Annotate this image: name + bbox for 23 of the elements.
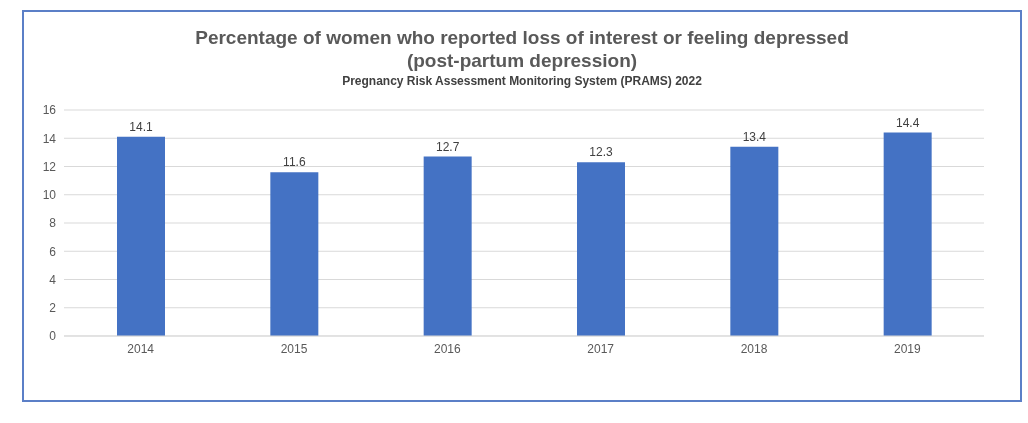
x-tick-label: 2019 (893, 341, 921, 356)
y-tick-label: 14 (42, 131, 57, 146)
data-label: 12.7 (435, 139, 460, 154)
data-label: 14.1 (129, 119, 153, 134)
x-tick-label: 2015 (280, 341, 308, 356)
y-tick-label: 16 (42, 103, 57, 118)
x-tick-label: 2017 (587, 341, 615, 356)
y-tick-label: 6 (49, 244, 57, 259)
x-tick-label: 2018 (740, 341, 768, 356)
y-tick-label: 2 (49, 301, 57, 316)
data-label: 12.3 (589, 145, 613, 160)
y-tick-label: 8 (49, 216, 57, 231)
data-label: 14.4 (895, 115, 920, 130)
y-tick-label: 10 (42, 188, 57, 203)
y-tick-label: 0 (49, 329, 57, 344)
chart-subtitle: Pregnancy Risk Assessment Monitoring System (PRAMS) 2022 (341, 74, 703, 88)
y-tick-label: 4 (49, 272, 57, 287)
y-tick-label: 12 (42, 159, 57, 174)
x-tick-label: 2016 (433, 341, 461, 356)
data-label: 11.6 (283, 155, 306, 170)
x-tick-label: 2014 (127, 341, 155, 356)
data-label: 13.4 (742, 129, 767, 144)
chart-title: Percentage of women who reported loss of interest or feeling depressed (post-partum depression) (194, 26, 850, 72)
